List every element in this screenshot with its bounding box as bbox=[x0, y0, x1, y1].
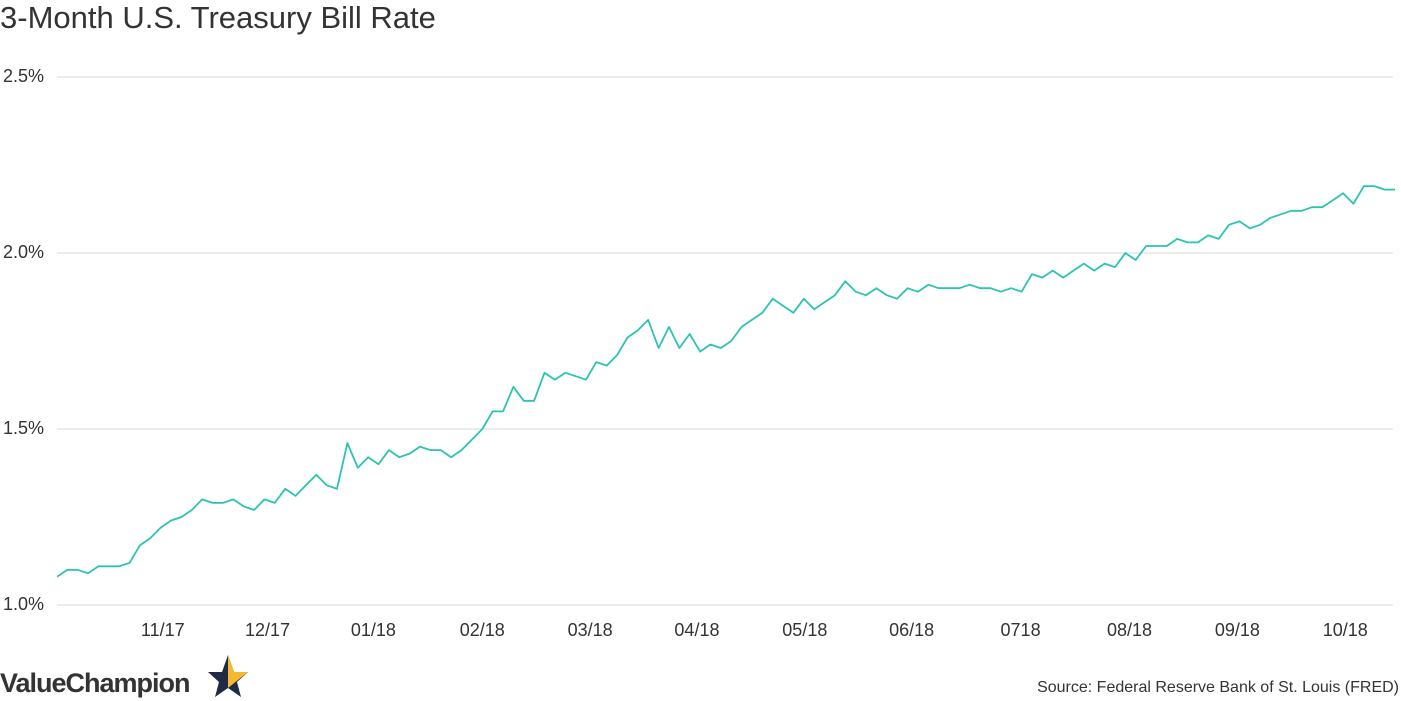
x-tick-label: 12/17 bbox=[245, 620, 290, 640]
brand-logo: ValueChampion bbox=[0, 668, 190, 698]
y-tick-label: 1.5% bbox=[3, 418, 44, 438]
x-tick-label: 04/18 bbox=[674, 620, 719, 640]
data-line bbox=[56, 185, 1395, 578]
brand-star bbox=[208, 655, 248, 697]
y-tick-label: 2.0% bbox=[3, 242, 44, 262]
x-tick-label: 08/18 bbox=[1107, 620, 1152, 640]
x-tick-label: 01/18 bbox=[351, 620, 396, 640]
y-tick-label: 2.5% bbox=[3, 66, 44, 86]
x-tick-label: 02/18 bbox=[460, 620, 505, 640]
x-tick-label: 06/18 bbox=[889, 620, 934, 640]
x-tick-label: 09/18 bbox=[1215, 620, 1260, 640]
source-note: Source: Federal Reserve Bank of St. Loui… bbox=[1037, 679, 1399, 696]
y-tick-label: 1.0% bbox=[3, 594, 44, 614]
x-tick-label: 03/18 bbox=[568, 620, 613, 640]
x-tick-label: 0718 bbox=[1001, 620, 1041, 640]
x-tick-label: 11/17 bbox=[141, 620, 185, 640]
x-tick-label: 05/18 bbox=[782, 620, 827, 640]
x-tick-label: 10/18 bbox=[1323, 620, 1368, 640]
chart-title: 3-Month U.S. Treasury Bill Rate bbox=[0, 0, 436, 35]
